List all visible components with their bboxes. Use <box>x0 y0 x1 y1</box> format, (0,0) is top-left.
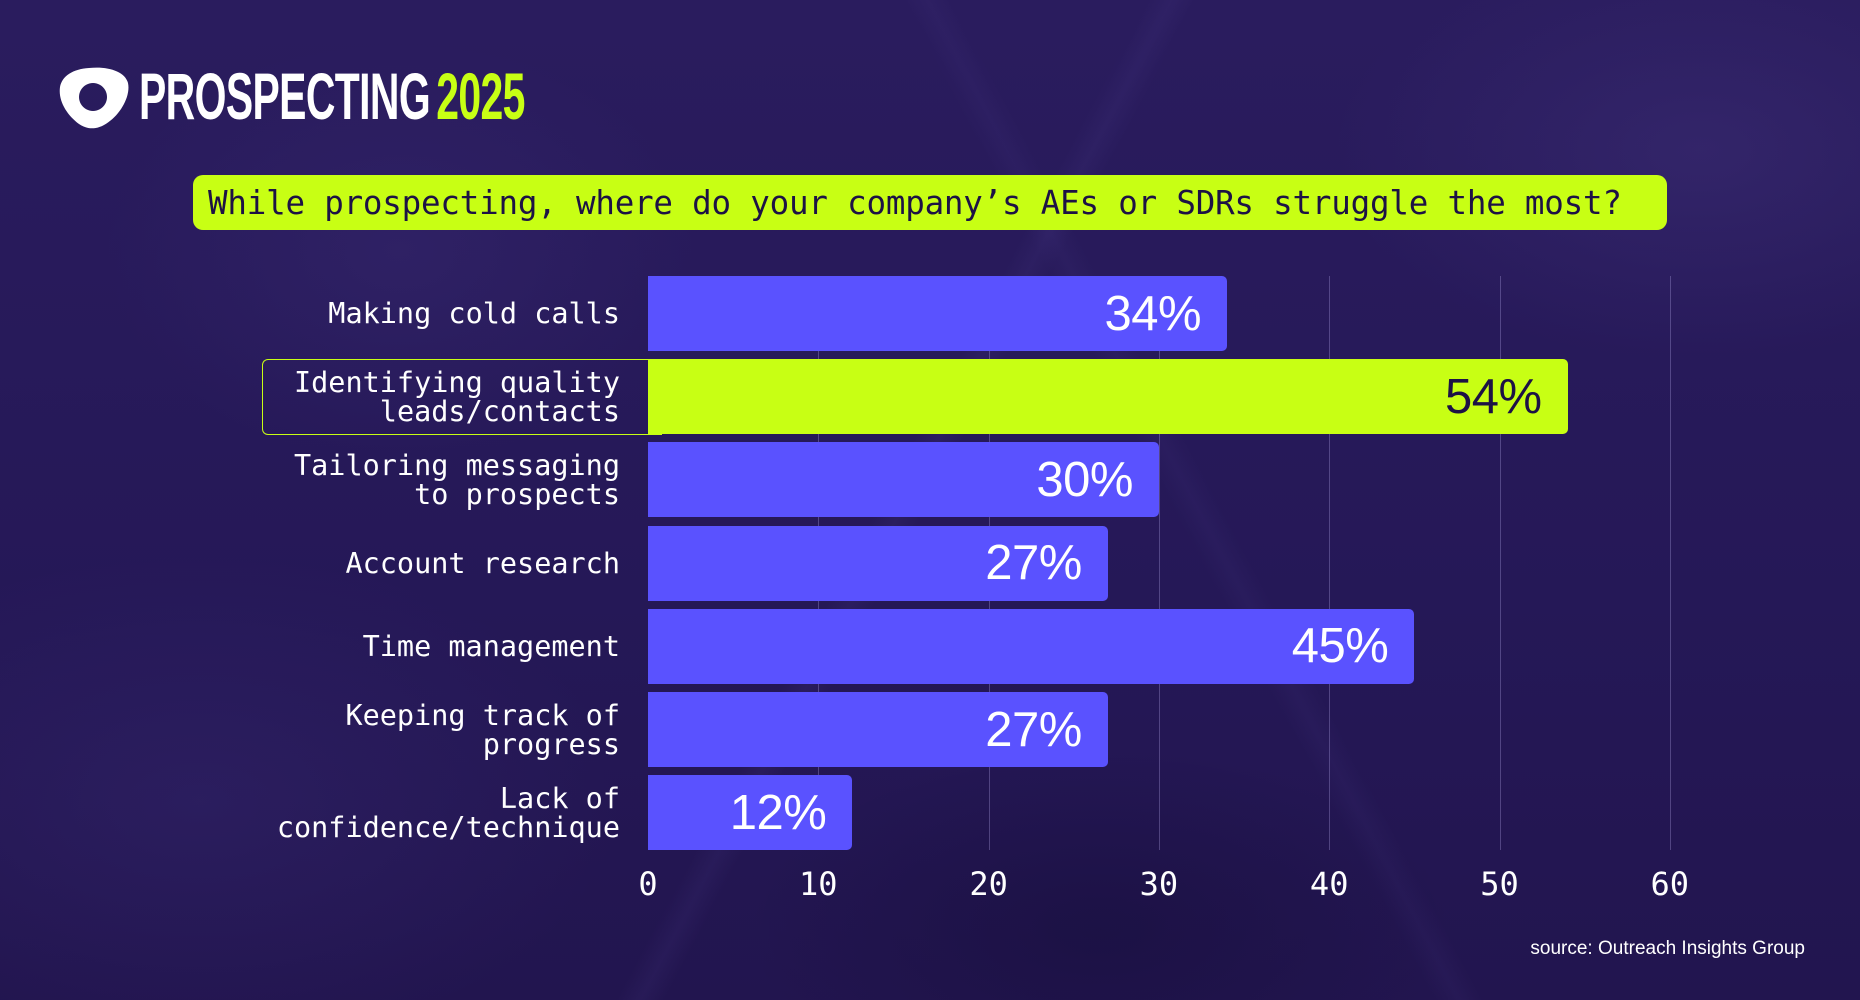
category-label-line: Tailoring messaging <box>293 448 620 482</box>
bar-value-label: 34% <box>1104 286 1202 341</box>
gridline <box>1329 276 1331 850</box>
highlight-outline <box>262 359 662 436</box>
bar: 27% <box>648 525 1108 601</box>
x-axis-tick-label: 10 <box>799 865 838 903</box>
question-text: While prospecting, where do your company… <box>208 183 1622 222</box>
x-axis-tick-label: 40 <box>1309 865 1349 903</box>
category-label: Lack of confidence/technique <box>220 775 620 850</box>
category-label: Time management <box>220 609 620 684</box>
category-label-line: Time management <box>362 629 620 663</box>
category-label-line: Account research <box>345 546 620 580</box>
gridline <box>1669 276 1671 850</box>
x-axis-tick-label: 0 <box>638 865 658 903</box>
bar-value-label: 30% <box>1036 452 1133 507</box>
category-label-line: Lack of <box>499 781 620 815</box>
category-label-line: Identifying quality <box>293 365 620 399</box>
bar: 45% <box>648 608 1415 684</box>
bar-value-label: 27% <box>985 536 1082 591</box>
x-axis-tick-label: 20 <box>969 865 1008 903</box>
source-note: source: Outreach Insights Group <box>1530 938 1805 959</box>
category-label: Tailoring messaging to prospects <box>220 442 620 517</box>
x-axis-tick-label: 30 <box>1139 865 1179 903</box>
category-label: Making cold calls <box>220 276 620 351</box>
category-label-line: confidence/technique <box>276 810 620 844</box>
bar-value-label: 45% <box>1291 619 1389 674</box>
bar: 12% <box>648 775 853 851</box>
bar: 30% <box>648 442 1159 518</box>
category-label-line: Making cold calls <box>328 297 620 330</box>
category-label-line: leads/contacts <box>379 394 620 428</box>
question-banner: While prospecting, where do your company… <box>193 175 1667 230</box>
category-label-line: to prospects <box>414 477 620 511</box>
bar-value-label: 54% <box>1445 369 1542 424</box>
bar-value-label: 12% <box>729 785 827 840</box>
brand-year: 2025 <box>436 59 525 133</box>
bar: 54% <box>648 359 1568 435</box>
category-label: Keeping track of progress <box>220 692 620 767</box>
outreach-logo-icon <box>59 67 129 129</box>
category-label: Identifying quality leads/contacts <box>220 359 620 434</box>
category-label-line: progress <box>482 727 620 761</box>
bar: 27% <box>648 692 1108 767</box>
x-axis-tick-label: 50 <box>1480 865 1519 903</box>
brand-word: PROSPECTING <box>139 59 431 133</box>
gridline <box>1499 276 1501 850</box>
x-axis-tick-label: 60 <box>1650 865 1690 903</box>
bar-value-label: 27% <box>985 702 1082 757</box>
category-label: Account research <box>220 526 620 601</box>
brand-title: PROSPECTING2025 <box>139 63 525 129</box>
gridline <box>1158 276 1160 850</box>
bar: 34% <box>648 276 1228 351</box>
category-label-line: Keeping track of <box>345 698 620 732</box>
